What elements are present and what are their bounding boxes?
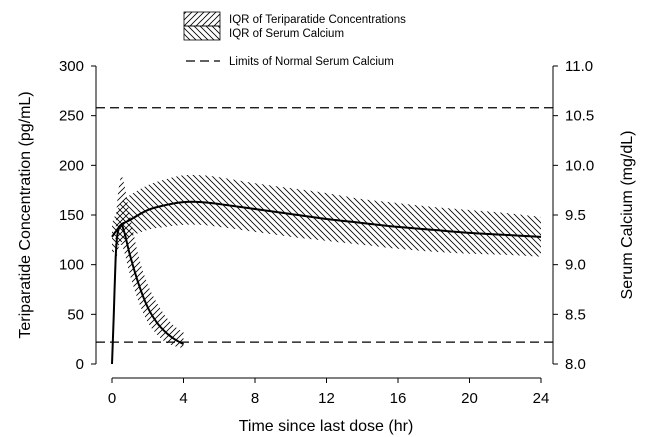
x-tick-label: 0: [108, 390, 116, 407]
y-left-tick-label: 150: [59, 207, 84, 224]
legend-label-calcium: IQR of Serum Calcium: [229, 28, 344, 40]
x-tick-label: 24: [533, 390, 550, 407]
y-left-tick-label: 250: [59, 108, 84, 125]
y-left-tick-label: 0: [76, 356, 84, 373]
x-tick-label: 4: [179, 390, 187, 407]
median-line-calcium: [111, 200, 542, 238]
ticks: 0501001502002503008.08.59.09.510.010.511…: [59, 58, 594, 407]
y-axis-left-title: Teriparatide Concentration (pg/mL): [17, 91, 34, 338]
y-axis-right-title: Serum Calcium (mg/dL): [619, 131, 636, 300]
y-left-tick-label: 100: [59, 257, 84, 274]
legend-label-limits: Limits of Normal Serum Calcium: [229, 56, 394, 68]
reference-lines: [96, 107, 553, 343]
y-left-tick-label: 50: [67, 306, 84, 323]
iqr-band-calcium: [112, 174, 541, 257]
y-left-tick-label: 300: [59, 58, 84, 75]
y-left-tick-label: 200: [59, 157, 84, 174]
x-tick-label: 20: [461, 390, 478, 407]
legend-swatch-teriparatide: [183, 11, 221, 27]
y-right-tick-label: 11.0: [565, 58, 593, 75]
y-right-tick-label: 9.0: [565, 257, 586, 274]
x-tick-label: 8: [251, 390, 259, 407]
legend-label-teriparatide: IQR of Teriparatide Concentrations: [229, 14, 406, 26]
y-right-tick-label: 10.0: [565, 157, 594, 174]
x-tick-label: 12: [318, 390, 335, 407]
legend-swatch-calcium: [183, 25, 221, 41]
y-right-tick-label: 8.5: [565, 306, 586, 323]
y-right-tick-label: 9.5: [565, 207, 586, 224]
median-line-teriparatide: [111, 223, 184, 365]
legend: IQR of Teriparatide Concentrations IQR o…: [183, 11, 406, 68]
y-right-tick-label: 8.0: [565, 356, 586, 373]
y-right-tick-label: 10.5: [565, 108, 594, 125]
median-lines: [111, 200, 542, 365]
x-axis-title: Time since last dose (hr): [239, 418, 414, 435]
x-tick-label: 16: [390, 390, 407, 407]
iqr-bands: [112, 174, 541, 364]
